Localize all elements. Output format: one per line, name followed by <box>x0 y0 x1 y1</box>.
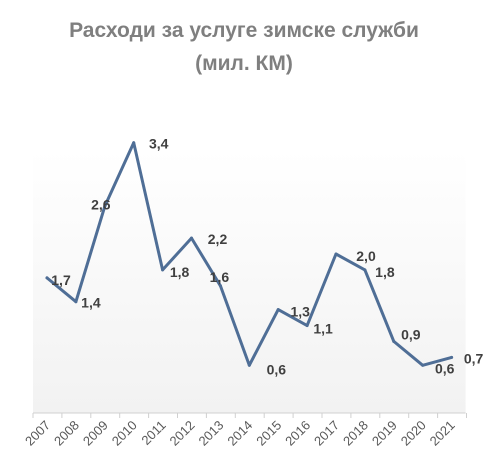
plot-area <box>33 150 466 413</box>
data-label-2018: 1,8 <box>375 264 395 280</box>
data-point-2015 <box>276 308 280 312</box>
x-tick-label-2012: 2012 <box>167 418 198 449</box>
data-point-2010 <box>132 141 136 145</box>
data-point-2017 <box>334 252 338 256</box>
data-label-2011: 1,8 <box>170 264 190 280</box>
data-point-2021 <box>450 355 454 359</box>
chart-subtitle-line: (мил. КМ) <box>195 52 293 75</box>
data-point-2007 <box>45 276 49 280</box>
data-label-2019: 0,9 <box>401 326 421 342</box>
data-label-2015: 1,3 <box>290 304 310 320</box>
data-label-2007: 1,7 <box>51 272 71 288</box>
data-label-2013: 1,6 <box>210 269 230 285</box>
data-point-2016 <box>305 324 309 328</box>
data-point-2011 <box>161 268 165 272</box>
x-tick-label-2018: 2018 <box>340 418 371 449</box>
data-point-2008 <box>74 300 78 304</box>
data-label-2021: 0,7 <box>464 350 484 366</box>
x-tick-label-2010: 2010 <box>109 418 140 449</box>
data-label-2010: 3,4 <box>149 136 169 152</box>
x-tick-label-2009: 2009 <box>80 418 111 449</box>
x-tick-label-2011: 2011 <box>138 418 168 448</box>
data-point-2014 <box>247 363 251 367</box>
x-tick-label-2020: 2020 <box>398 418 429 449</box>
data-label-2014: 0,6 <box>267 361 287 377</box>
x-tick-label-2008: 2008 <box>51 418 82 449</box>
data-label-2020: 0,6 <box>435 360 455 376</box>
x-tick-label-2015: 2015 <box>253 418 284 449</box>
data-point-2013 <box>218 284 222 288</box>
x-tick-label-2016: 2016 <box>282 418 313 449</box>
x-tick-label-2013: 2013 <box>195 418 226 449</box>
data-label-2008: 1,4 <box>81 295 101 311</box>
chart-title: Расходи за услуге зимске служби (мил. КМ… <box>0 14 488 80</box>
data-point-2020 <box>421 363 425 367</box>
x-tick-label-2019: 2019 <box>369 418 400 449</box>
data-label-2012: 2,2 <box>208 231 228 247</box>
x-tick-label-2017: 2017 <box>311 418 342 449</box>
x-tick-label-2021: 2021 <box>427 418 458 449</box>
x-tick-label-2014: 2014 <box>224 418 255 449</box>
data-label-2017: 2,0 <box>356 248 376 264</box>
data-point-2012 <box>190 236 193 240</box>
data-point-2009 <box>103 204 107 208</box>
x-tick-label-2007: 2007 <box>22 418 53 449</box>
data-label-2016: 1,1 <box>313 321 333 337</box>
data-point-2018 <box>363 268 367 272</box>
data-label-2009: 2,6 <box>91 196 111 212</box>
data-point-2019 <box>392 339 396 343</box>
chart-title-line: Расходи за услуге зимске служби <box>69 19 419 42</box>
